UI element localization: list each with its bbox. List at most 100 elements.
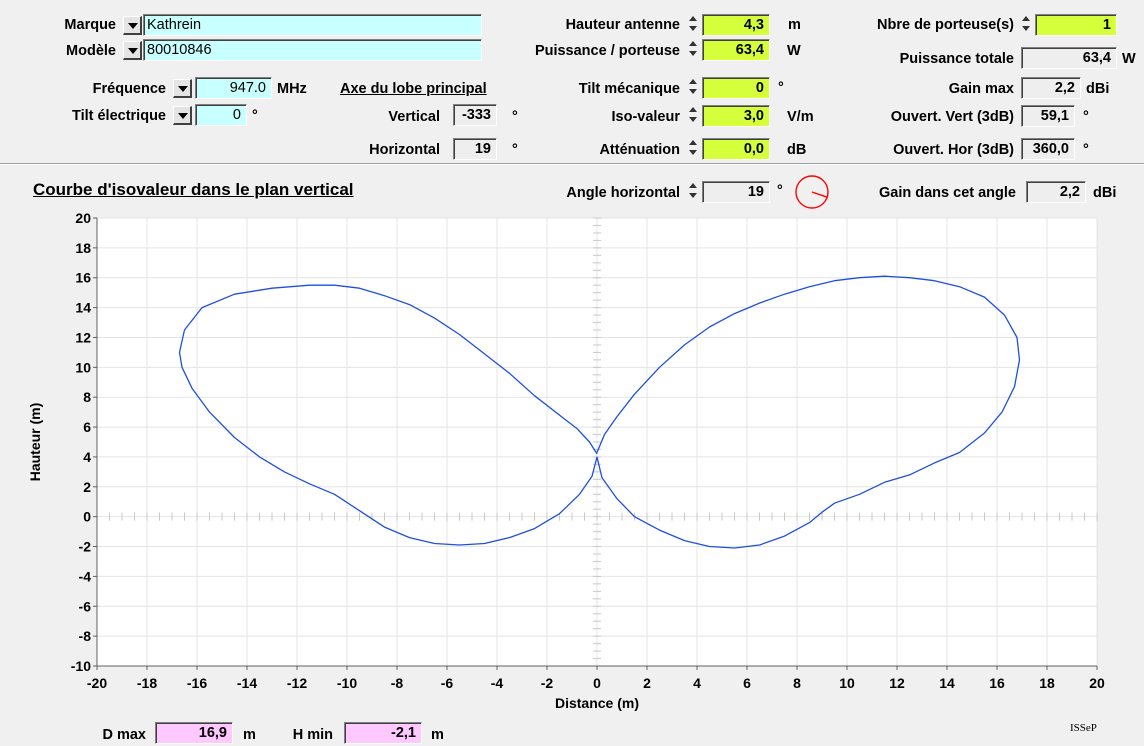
ouvert-vert-label: Ouvert. Vert (3dB) [890, 109, 1014, 125]
tilt-electrique-dropdown-button[interactable] [173, 106, 192, 125]
y-tick-label: 16 [75, 270, 91, 286]
y-tick-label: 0 [83, 509, 91, 525]
x-tick-label: 16 [989, 675, 1005, 691]
puissance-totale-field: 63,4 [1021, 47, 1117, 69]
attenuation-label: Atténuation [599, 142, 680, 158]
y-tick-label: -6 [79, 598, 92, 614]
x-tick-label: 0 [593, 675, 601, 691]
iso-valeur-field[interactable]: 3,0 [702, 105, 770, 127]
ouvert-vert-field: 59,1 [1021, 105, 1075, 127]
gain-angle-unit: dBi [1093, 185, 1117, 201]
x-tick-label: -6 [441, 675, 454, 691]
y-tick-label: 2 [83, 479, 91, 495]
x-tick-label: -4 [491, 675, 504, 691]
iso-valeur-label: Iso-valeur [611, 109, 681, 125]
lobe-horizontal-unit: ° [512, 142, 518, 158]
angle-horizontal-spinner[interactable] [688, 181, 697, 201]
porteuses-label: Nbre de porteuse(s) [877, 17, 1014, 33]
modele-label: Modèle [66, 43, 116, 59]
puissance-porteuse-unit: W [787, 43, 801, 59]
attenuation-spinner[interactable] [688, 138, 697, 158]
lobe-axis-title: Axe du lobe principal [340, 81, 487, 97]
credit-text: ISSeP [1070, 722, 1097, 734]
y-tick-label: 14 [75, 300, 91, 316]
puissance-porteuse-spinner[interactable] [688, 39, 697, 59]
tilt-electrique-unit: ° [252, 108, 258, 124]
x-tick-label: -10 [337, 675, 357, 691]
angle-horizontal-unit: ° [777, 183, 783, 199]
x-tick-label: 20 [1089, 675, 1105, 691]
gain-max-label: Gain max [948, 81, 1014, 97]
hauteur-antenne-label: Hauteur antenne [565, 17, 680, 33]
tilt-electrique-label: Tilt électrique [71, 108, 166, 124]
x-tick-label: 4 [693, 675, 701, 691]
puissance-porteuse-field[interactable]: 63,4 [702, 39, 770, 61]
frequence-field[interactable]: 947.0 [195, 77, 272, 99]
x-axis-label: Distance (m) [555, 695, 639, 711]
angle-indicator-icon [795, 175, 829, 209]
y-tick-label: -4 [79, 568, 92, 584]
lobe-horizontal-label: Horizontal [369, 142, 440, 158]
hauteur-antenne-spinner[interactable] [688, 14, 697, 34]
angle-horizontal-label: Angle horizontal [566, 185, 680, 201]
lobe-vertical-label: Vertical [388, 109, 440, 125]
x-tick-label: 10 [839, 675, 855, 691]
y-axis-label: Hauteur (m) [27, 403, 43, 482]
tilt-mecanique-label: Tilt mécanique [578, 81, 680, 97]
gain-max-unit: dBi [1086, 81, 1110, 97]
x-tick-label: -20 [87, 675, 107, 691]
iso-valeur-unit: V/m [787, 109, 814, 125]
x-tick-label: -14 [237, 675, 257, 691]
y-tick-label: 12 [75, 329, 91, 345]
hmin-unit: m [431, 727, 444, 743]
plot-title: Courbe d'isovaleur dans le plan vertical [33, 180, 354, 199]
ouvert-hor-label: Ouvert. Hor (3dB) [893, 142, 1014, 158]
y-tick-label: -8 [79, 628, 92, 644]
attenuation-field[interactable]: 0,0 [702, 138, 770, 160]
lobe-horizontal-field: 19 [453, 138, 497, 160]
ouvert-hor-unit: ° [1083, 142, 1089, 158]
y-tick-label: -2 [79, 539, 92, 555]
frequence-dropdown-button[interactable] [173, 79, 192, 98]
section-divider [0, 163, 1144, 165]
hauteur-antenne-field[interactable]: 4,3 [702, 14, 770, 36]
hauteur-antenne-unit: m [788, 17, 801, 33]
puissance-totale-label: Puissance totale [899, 51, 1014, 67]
y-tick-label: 10 [75, 359, 91, 375]
x-tick-label: -12 [287, 675, 307, 691]
isovalue-curve-lobe-1 [178, 284, 598, 546]
tilt-mecanique-spinner[interactable] [688, 77, 697, 97]
marque-dropdown-button[interactable] [123, 16, 142, 35]
puissance-porteuse-label: Puissance / porteuse [534, 43, 680, 59]
gain-max-field: 2,2 [1021, 77, 1081, 99]
modele-dropdown-button[interactable] [123, 41, 142, 60]
modele-field[interactable]: 80010846 [143, 39, 482, 61]
isovalue-curve-lobe-2 [596, 275, 1021, 549]
hmin-field: -2,1 [344, 722, 422, 744]
y-tick-label: 20 [75, 210, 91, 226]
ouvert-vert-unit: ° [1083, 109, 1089, 125]
x-tick-label: -2 [541, 675, 554, 691]
angle-horizontal-field[interactable]: 19 [702, 181, 770, 203]
x-tick-label: 18 [1039, 675, 1055, 691]
porteuses-field[interactable]: 1 [1035, 14, 1117, 36]
puissance-totale-unit: W [1122, 51, 1136, 67]
y-tick-label: 4 [83, 449, 91, 465]
ouvert-hor-field: 360,0 [1021, 138, 1075, 160]
x-tick-label: 2 [643, 675, 651, 691]
porteuses-spinner[interactable] [1021, 14, 1030, 34]
tilt-mecanique-unit: ° [778, 80, 784, 96]
x-tick-label: 6 [743, 675, 751, 691]
marque-field[interactable]: Kathrein [143, 14, 482, 36]
dmax-label: D max [102, 727, 146, 743]
marque-label: Marque [64, 17, 116, 33]
y-tick-label: 8 [83, 389, 91, 405]
tilt-electrique-field[interactable]: 0 [195, 104, 247, 126]
y-tick-label: -10 [71, 658, 91, 674]
iso-valeur-spinner[interactable] [688, 105, 697, 125]
x-tick-label: -8 [391, 675, 404, 691]
gain-angle-label: Gain dans cet angle [879, 185, 1016, 201]
frequence-label: Fréquence [92, 81, 166, 97]
tilt-mecanique-field[interactable]: 0 [702, 77, 770, 99]
y-tick-label: 18 [75, 240, 91, 256]
